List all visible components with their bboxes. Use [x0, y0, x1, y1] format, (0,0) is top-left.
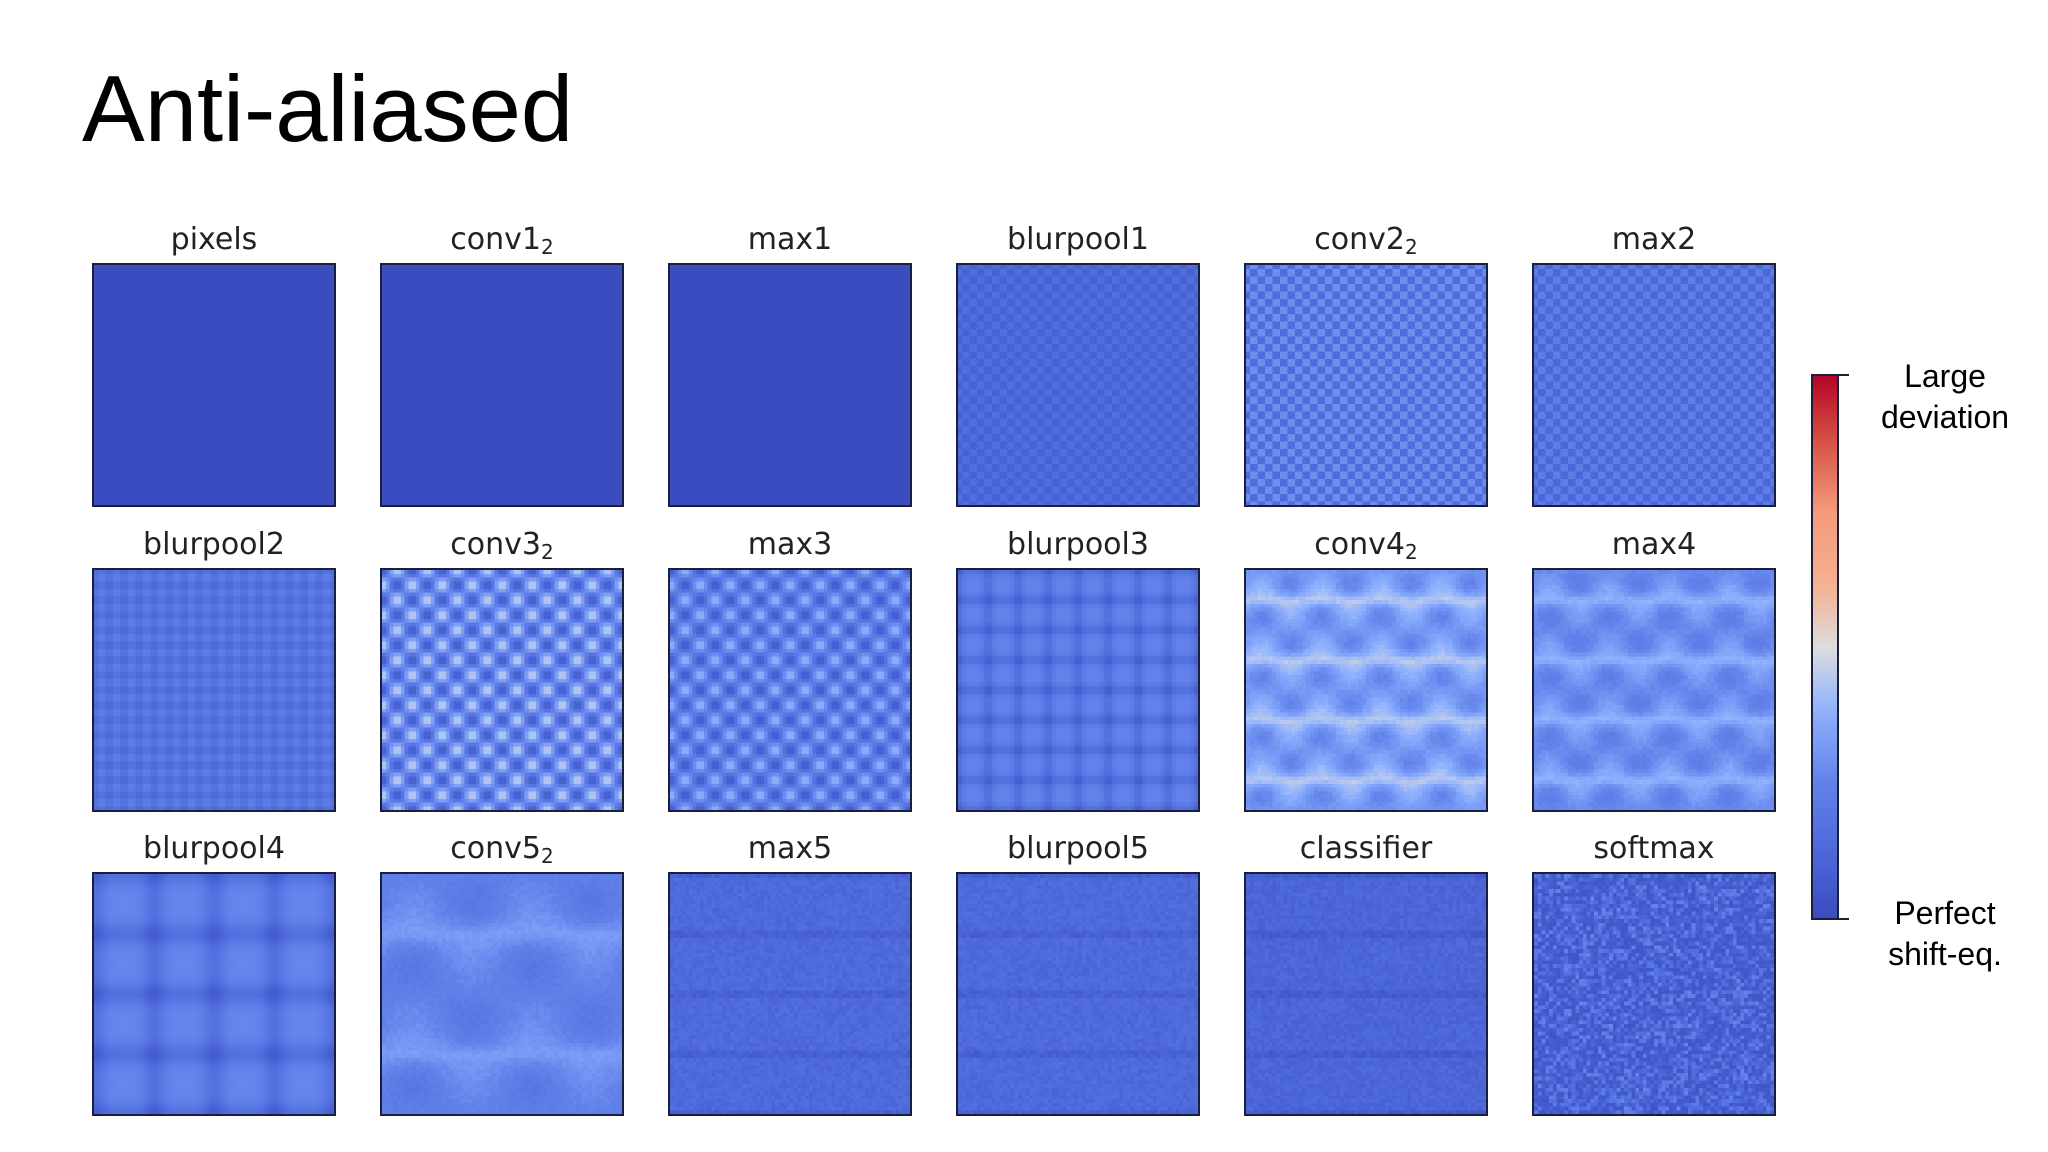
heatmap-image	[1244, 872, 1488, 1116]
panel-label: blurpool5	[926, 831, 1230, 867]
colorbar	[1811, 374, 1839, 920]
heatmap-image	[668, 872, 912, 1116]
heatmap-image	[92, 568, 336, 812]
heatmap-image	[668, 568, 912, 812]
panel-label: max5	[638, 831, 942, 867]
heatmap-image	[956, 872, 1200, 1116]
heatmap-image	[1532, 263, 1776, 507]
panel-label: max1	[638, 222, 942, 258]
colorbar-high-label: Large deviation	[1850, 356, 2040, 438]
panel-label: conv22	[1214, 222, 1518, 258]
colorbar-tick-high	[1839, 374, 1849, 376]
heatmap-image	[1532, 872, 1776, 1116]
panel-label: softmax	[1502, 831, 1806, 867]
panel-label: conv12	[350, 222, 654, 258]
heatmap-image	[380, 263, 624, 507]
heatmap-image	[1244, 568, 1488, 812]
panel-label: blurpool1	[926, 222, 1230, 258]
heatmap-grid: pixels conv12 max1 blurpool1 conv22 max2 blurp…	[0, 0, 1780, 1152]
panel-label: max2	[1502, 222, 1806, 258]
heatmap-image	[92, 263, 336, 507]
heatmap-image	[956, 568, 1200, 812]
panel-label: classifier	[1214, 831, 1518, 867]
heatmap-image	[380, 872, 624, 1116]
panel-label: pixels	[62, 222, 366, 258]
panel-label: conv42	[1214, 527, 1518, 563]
heatmap-image	[92, 872, 336, 1116]
heatmap-image	[956, 263, 1200, 507]
colorbar-tick-low	[1839, 918, 1849, 920]
panel-label: blurpool3	[926, 527, 1230, 563]
heatmap-image	[1532, 568, 1776, 812]
panel-label: max4	[1502, 527, 1806, 563]
heatmap-image	[1244, 263, 1488, 507]
panel-label: conv32	[350, 527, 654, 563]
panel-label: max3	[638, 527, 942, 563]
panel-label: blurpool4	[62, 831, 366, 867]
panel-label: blurpool2	[62, 527, 366, 563]
heatmap-image	[668, 263, 912, 507]
panel-label: conv52	[350, 831, 654, 867]
heatmap-image	[380, 568, 624, 812]
colorbar-low-label: Perfect shift-eq.	[1850, 893, 2040, 975]
